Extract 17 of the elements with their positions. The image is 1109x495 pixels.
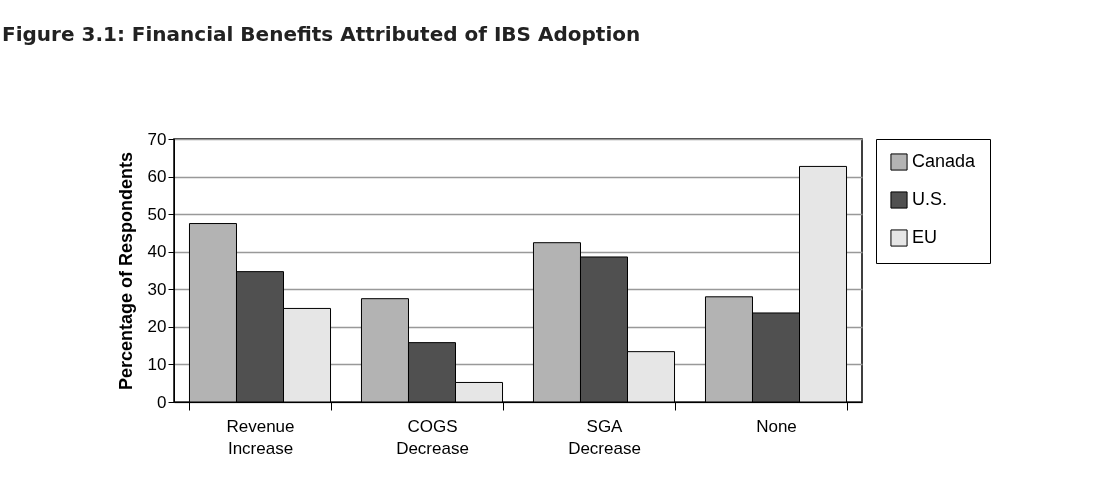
legend-label: U.S. (912, 189, 948, 209)
y-axis-title: Percentage of Respondents (115, 151, 136, 391)
y-tick-label: 30 (147, 279, 167, 299)
x-tick-label: COGS Decrease (396, 416, 469, 458)
y-tick-label: 10 (147, 354, 167, 374)
y-tick-label: 50 (147, 204, 167, 224)
legend-label: EU (912, 227, 938, 247)
y-tick-label: 20 (147, 317, 167, 337)
legend-label: Canada (912, 151, 977, 171)
y-tick-label: 60 (147, 167, 167, 187)
y-tick-label: 0 (157, 392, 167, 412)
chart-title: Figure 3.1: Financial Benefits Attributed of IBS Adoption (2, 22, 641, 46)
y-tick-label: 40 (147, 242, 167, 262)
x-tick-label: SGA Decrease (568, 416, 641, 458)
x-tick-label: None (756, 416, 797, 436)
x-tick-label: Revenue Increase (226, 416, 295, 458)
y-tick-label: 70 (147, 129, 167, 149)
